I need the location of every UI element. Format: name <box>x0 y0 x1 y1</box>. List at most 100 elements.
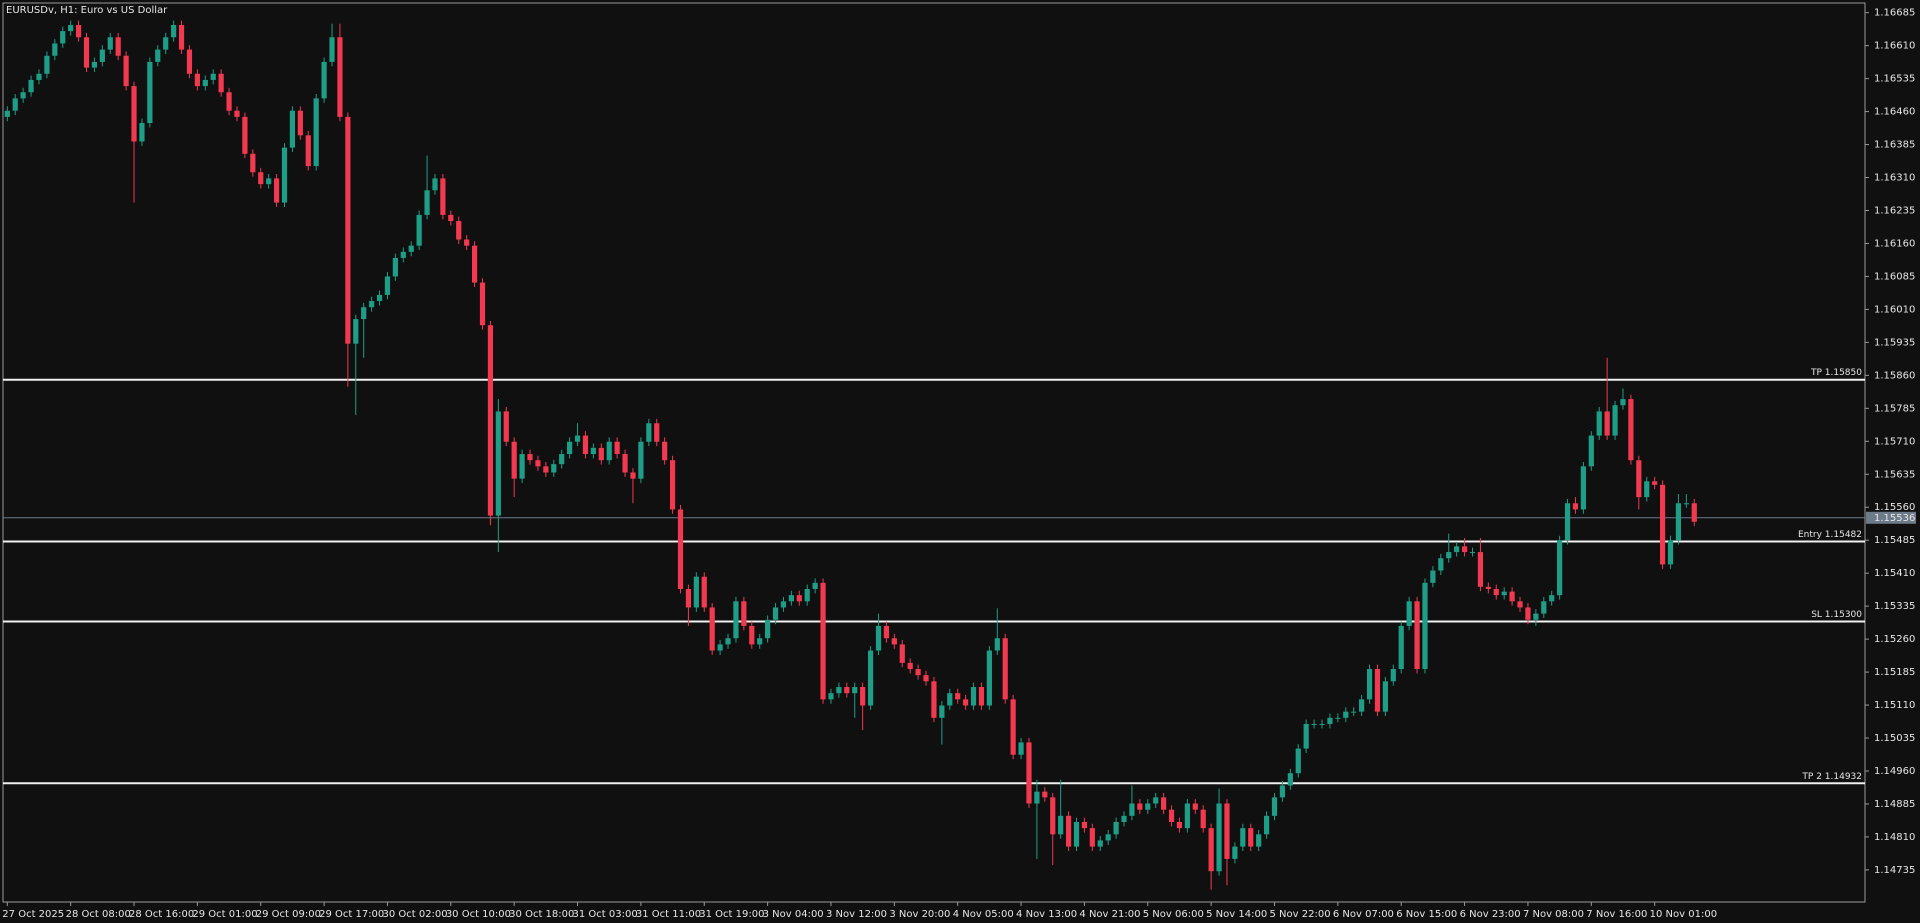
candle-body <box>202 79 208 87</box>
x-tick-label: 5 Nov 22:00 <box>1270 909 1331 920</box>
candle-body <box>757 638 763 645</box>
candle-body <box>107 37 113 50</box>
candle-body <box>796 595 802 602</box>
candle-body <box>1604 411 1610 436</box>
candle-body <box>83 37 90 68</box>
candle-body <box>1517 601 1523 608</box>
candle-body <box>1675 503 1682 541</box>
candle-body <box>361 307 367 320</box>
candle-body <box>1533 613 1539 620</box>
candle-body <box>471 245 478 283</box>
candle-body <box>1311 723 1317 725</box>
x-tick-label: 31 Oct 11:00 <box>636 909 701 920</box>
candle-body <box>749 625 755 645</box>
x-tick-label: 6 Nov 23:00 <box>1460 909 1521 920</box>
candle-body <box>820 582 826 700</box>
candle-body <box>218 73 224 93</box>
candle-body <box>1176 821 1183 829</box>
candle-body <box>709 607 715 651</box>
candle-body <box>867 650 874 706</box>
candle-body <box>408 245 414 252</box>
candle-body <box>1628 399 1634 461</box>
candle-body <box>804 588 810 602</box>
candle-body <box>495 411 501 516</box>
candle-body <box>741 601 747 626</box>
candle-body <box>321 61 327 99</box>
candle-body <box>693 576 699 608</box>
candle-body <box>1359 699 1365 712</box>
candle-body <box>1343 711 1349 718</box>
candle-body <box>1438 558 1444 571</box>
level-label: Entry 1.15482 <box>1798 530 1862 540</box>
candle-body <box>1541 601 1547 614</box>
candle-body <box>1422 582 1428 670</box>
y-tick-label: 1.16010 <box>1874 304 1915 315</box>
candle-body <box>369 301 375 308</box>
candle-body <box>1240 828 1246 847</box>
candle-body <box>883 625 890 639</box>
candle-body <box>226 92 232 111</box>
x-tick-label: 10 Nov 01:00 <box>1650 909 1717 920</box>
candle-body <box>598 447 604 461</box>
candle-body <box>1113 821 1119 835</box>
candle-body <box>1461 546 1468 553</box>
candle-body <box>899 644 905 663</box>
candle-body <box>923 675 929 682</box>
candle-body <box>1382 681 1388 712</box>
candle-body <box>4 110 10 117</box>
candle-body <box>860 687 866 706</box>
candle-body <box>440 178 446 215</box>
x-tick-label: 30 Oct 02:00 <box>382 909 447 920</box>
candle-body <box>1097 840 1103 847</box>
candle-body <box>345 116 351 344</box>
candle-body <box>392 257 398 277</box>
x-tick-label: 5 Nov 14:00 <box>1206 909 1267 920</box>
candle-body <box>1153 797 1159 804</box>
candle-body <box>630 472 636 479</box>
candle-body <box>947 693 953 706</box>
candle-body <box>1374 669 1381 712</box>
candle-body <box>186 49 193 74</box>
candle-body <box>1564 503 1571 541</box>
candle-body <box>155 49 161 62</box>
candle-body <box>1184 803 1190 829</box>
candle-body <box>915 669 921 676</box>
candle-body <box>416 214 422 246</box>
candle-body <box>875 625 882 651</box>
y-tick-label: 1.15485 <box>1874 535 1915 546</box>
candle-body <box>1018 742 1024 755</box>
candle-body <box>1588 435 1594 467</box>
candle-body <box>1271 797 1278 816</box>
y-tick-label: 1.14735 <box>1874 865 1915 876</box>
candle-body <box>511 441 517 479</box>
candle-body <box>733 601 739 639</box>
candle-body <box>242 116 248 154</box>
candle-body <box>527 454 533 461</box>
x-tick-label: 29 Oct 17:00 <box>319 909 384 920</box>
y-tick-label: 1.15035 <box>1874 733 1915 744</box>
candle-body <box>305 135 311 167</box>
candle-body <box>1295 748 1301 774</box>
candle-body <box>250 153 256 173</box>
candle-body <box>503 411 509 442</box>
candle-body <box>1549 595 1555 602</box>
candle-body <box>91 61 98 68</box>
x-tick-label: 5 Nov 06:00 <box>1143 909 1204 920</box>
candle-body <box>1263 815 1270 835</box>
candle-body <box>1659 484 1666 565</box>
candle-body <box>1652 481 1658 485</box>
x-tick-label: 6 Nov 15:00 <box>1396 909 1457 920</box>
candle-body <box>1477 552 1484 587</box>
candle-body <box>1430 570 1436 583</box>
level-label: TP 2 1.14932 <box>1801 772 1862 782</box>
candle-body <box>12 98 18 111</box>
candle-body <box>1216 803 1222 872</box>
candle-body <box>353 319 359 344</box>
y-tick-label: 1.15710 <box>1874 436 1915 447</box>
candle-body <box>487 325 494 516</box>
x-tick-label: 4 Nov 21:00 <box>1079 909 1140 920</box>
candle-body <box>1398 625 1404 670</box>
y-tick-label: 1.16235 <box>1874 205 1915 216</box>
candle-body <box>939 705 945 718</box>
y-tick-label: 1.16160 <box>1874 238 1915 249</box>
